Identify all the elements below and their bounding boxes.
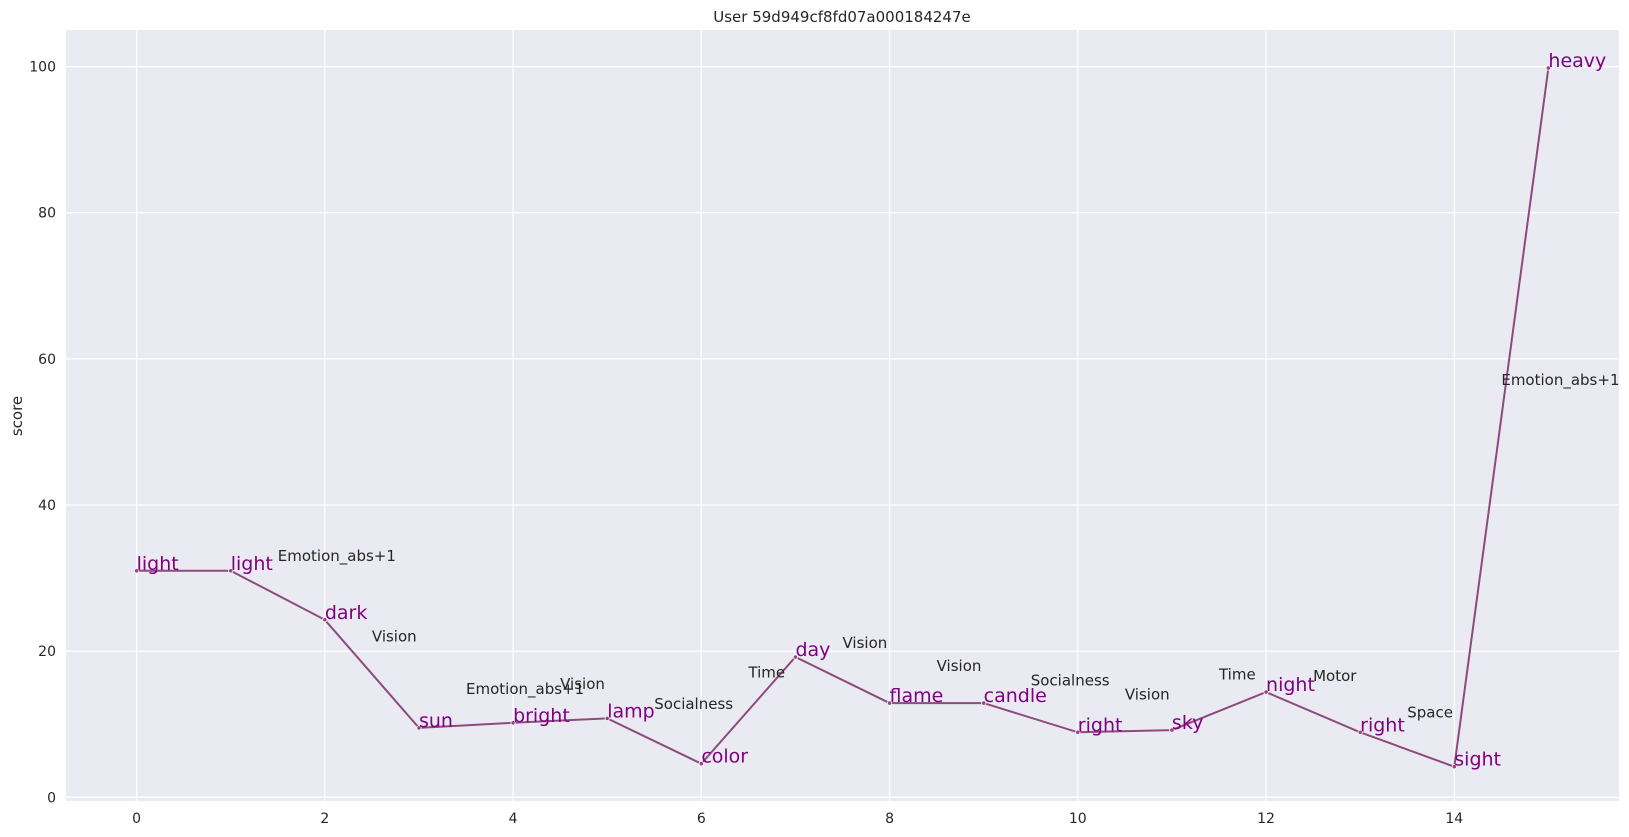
data-point — [604, 715, 610, 722]
transition-annotation: Vision — [843, 634, 888, 652]
word-label: lamp — [607, 700, 655, 722]
transition-annotation: Emotion_abs+1 — [466, 680, 584, 699]
transition-annotation: Vision — [1125, 685, 1170, 703]
data-point — [1357, 729, 1363, 735]
data-point — [792, 654, 799, 660]
data-point — [1451, 764, 1457, 770]
grid — [66, 30, 1619, 801]
y-tick-labels: 0 20 40 60 80 100 — [29, 60, 56, 807]
data-point — [981, 700, 987, 706]
chart-title: User 59d949cf8fd07a000184247e — [713, 8, 970, 26]
transition-annotation: Vision — [937, 657, 982, 675]
y-tick-label: 20 — [38, 644, 56, 660]
data-point — [1263, 689, 1269, 695]
word-label: heavy — [1548, 50, 1606, 72]
word-label: night — [1266, 674, 1315, 696]
transition-annotation: Space — [1407, 704, 1453, 722]
data-point — [510, 720, 516, 726]
transition-annotation: Socialness — [654, 695, 733, 713]
x-tick-labels: 0 2 4 6 8 10 12 14 — [132, 811, 1463, 827]
data-point — [416, 725, 422, 731]
x-tick-label: 10 — [1069, 811, 1087, 827]
data-point — [1169, 727, 1175, 733]
word-label: flame — [890, 685, 944, 707]
series-line-group — [133, 65, 1552, 770]
word-label: candle — [984, 685, 1047, 707]
transition-annotation: Emotion_abs+1 — [278, 547, 396, 566]
y-tick-label: 60 — [38, 352, 56, 368]
annotations: Emotion_abs+1VisionEmotion_abs+1VisionSo… — [278, 371, 1620, 722]
x-tick-label: 8 — [885, 811, 894, 827]
word-label: sky — [1172, 712, 1203, 734]
word-label: sun — [419, 710, 453, 732]
transition-annotation: Vision — [372, 628, 417, 646]
word-label: color — [701, 746, 748, 768]
transition-annotation: Time — [747, 663, 785, 681]
word-label: dark — [325, 602, 368, 624]
y-axis-label: score — [8, 396, 26, 436]
word-labels: light light dark sun bright lamp color day flame… — [137, 50, 1607, 771]
data-point — [1545, 65, 1552, 71]
transition-annotation: Socialness — [1031, 671, 1110, 689]
x-tick-label: 14 — [1445, 811, 1463, 827]
word-label: right — [1078, 714, 1123, 736]
y-tick-label: 40 — [38, 498, 56, 514]
x-tick-label: 12 — [1257, 811, 1275, 827]
word-label: light — [137, 553, 179, 575]
data-point — [886, 700, 893, 706]
x-tick-label: 0 — [132, 811, 141, 827]
word-label: sight — [1454, 749, 1501, 771]
data-point — [133, 568, 140, 574]
word-label: right — [1360, 714, 1405, 736]
word-label: bright — [513, 705, 570, 727]
series-line — [136, 67, 1550, 769]
y-tick-label: 0 — [47, 790, 56, 806]
data-point — [228, 568, 234, 574]
transition-annotation: Vision — [560, 675, 605, 693]
transition-annotation: Time — [1218, 666, 1256, 684]
transition-annotation: Emotion_abs+1 — [1501, 371, 1619, 390]
word-label: day — [795, 639, 830, 661]
data-point — [322, 617, 328, 623]
y-tick-label: 80 — [38, 206, 56, 222]
transition-annotation: Motor — [1313, 667, 1357, 685]
x-tick-label: 2 — [320, 811, 329, 827]
y-tick-label: 100 — [29, 60, 56, 76]
word-label: light — [231, 553, 273, 575]
plot-background — [66, 30, 1619, 801]
x-tick-label: 4 — [509, 811, 518, 827]
data-point — [698, 761, 704, 767]
data-point — [1075, 729, 1081, 735]
x-tick-label: 6 — [697, 811, 706, 827]
